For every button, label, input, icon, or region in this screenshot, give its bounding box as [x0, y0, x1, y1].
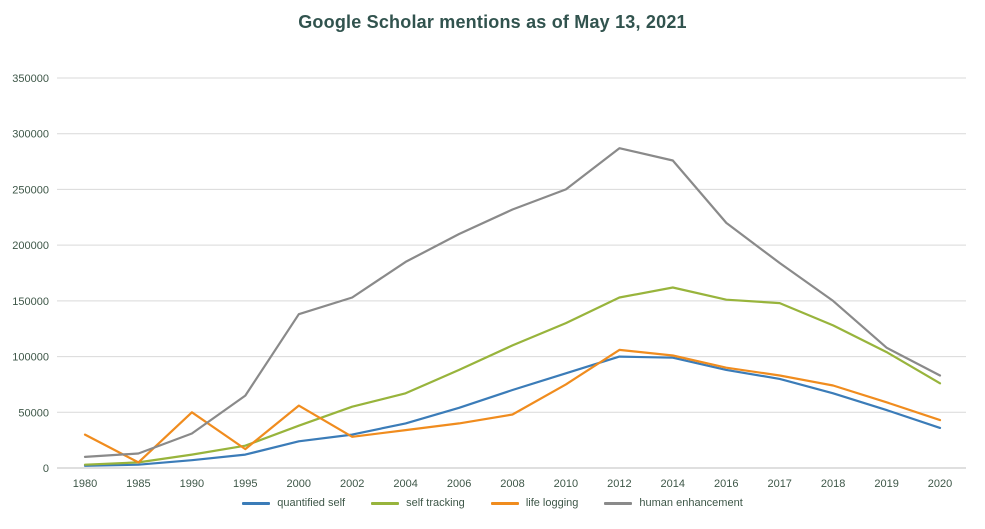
chart-canvas: 0 50000 100000 150000 200000 250000 300000 3500… [12, 73, 966, 490]
x-tick-label: 1995 [233, 478, 257, 490]
series-line-self-tracking [83, 286, 942, 466]
legend-item: self tracking [371, 497, 465, 509]
x-tick-label: 1990 [180, 478, 204, 490]
legend-swatch [604, 501, 633, 505]
y-tick-label: 250000 [12, 184, 49, 196]
x-tick-label: 2002 [340, 478, 364, 490]
x-tick-label: 2016 [714, 478, 738, 490]
x-tick-label: 1980 [73, 478, 97, 490]
chart-legend: quantified self self tracking life logging… [0, 490, 985, 516]
y-tick-label: 50000 [18, 407, 49, 419]
y-tick-label: 350000 [12, 73, 49, 85]
legend-swatch [490, 501, 519, 505]
series-line-human-enhancement [83, 147, 942, 458]
series-line-life-logging [83, 348, 942, 464]
legend-swatch [371, 501, 400, 505]
legend-item: human enhancement [604, 497, 743, 509]
x-tick-label: 2017 [767, 478, 791, 490]
legend-label: quantified self [277, 497, 346, 509]
x-tick-label: 2000 [287, 478, 311, 490]
series-line-quantified-self [83, 355, 942, 467]
y-tick-label: 200000 [12, 240, 49, 252]
x-tick-label: 2020 [928, 478, 952, 490]
x-tick-label: 1985 [126, 478, 150, 490]
y-tick-label: 150000 [12, 296, 49, 308]
legend-item: life logging [490, 497, 579, 509]
legend-label: life logging [525, 497, 579, 509]
x-tick-label: 2004 [393, 478, 417, 490]
y-tick-label: 0 [43, 463, 49, 475]
chart-title: Google Scholar mentions as of May 13, 20… [298, 12, 687, 32]
x-tick-label: 2012 [607, 478, 631, 490]
y-tick-label: 100000 [12, 352, 49, 364]
x-tick-label: 2019 [874, 478, 898, 490]
x-tick-label: 2008 [500, 478, 524, 490]
legend-label: self tracking [406, 497, 465, 509]
x-tick-label: 2018 [821, 478, 845, 490]
x-tick-label: 2006 [447, 478, 471, 490]
x-tick-label: 2014 [661, 478, 685, 490]
y-tick-label: 300000 [12, 129, 49, 141]
x-tick-label: 2010 [554, 478, 578, 490]
legend-item: quantified self [242, 497, 345, 509]
legend-swatch [242, 501, 271, 505]
legend-label: human enhancement [639, 497, 743, 509]
